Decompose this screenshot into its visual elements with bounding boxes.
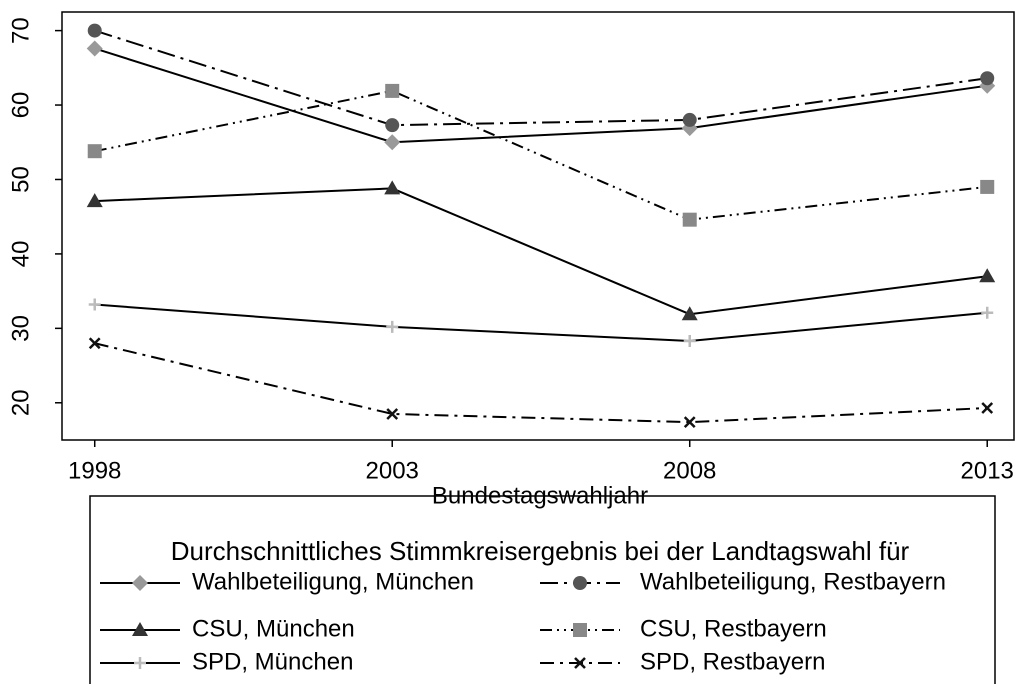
legend-label: Wahlbeteiligung, München bbox=[192, 568, 474, 595]
marker bbox=[384, 180, 401, 195]
marker bbox=[384, 134, 401, 151]
marker bbox=[980, 71, 995, 86]
x-tick-label: 1998 bbox=[68, 457, 121, 484]
legend-title: Durchschnittliches Stimmkreisergebnis be… bbox=[171, 536, 910, 566]
marker bbox=[981, 306, 994, 319]
y-tick-label: 40 bbox=[7, 241, 34, 268]
marker bbox=[385, 118, 400, 133]
series-line bbox=[94, 187, 988, 316]
series-line bbox=[94, 303, 988, 343]
marker bbox=[132, 622, 148, 636]
marker bbox=[574, 657, 586, 669]
marker bbox=[386, 408, 399, 420]
marker bbox=[573, 623, 587, 637]
marker bbox=[979, 268, 996, 283]
marker bbox=[682, 212, 697, 227]
marker bbox=[86, 193, 103, 208]
marker bbox=[88, 298, 101, 311]
legend-label: Wahlbeteiligung, Restbayern bbox=[640, 568, 946, 595]
x-tick-label: 2013 bbox=[961, 457, 1014, 484]
marker bbox=[573, 576, 587, 590]
x-tick-label: 2003 bbox=[366, 457, 419, 484]
series-line bbox=[94, 47, 988, 144]
series-line bbox=[94, 342, 988, 424]
y-tick-label: 30 bbox=[7, 315, 34, 342]
plot-frame bbox=[61, 11, 1015, 441]
y-tick-label: 70 bbox=[7, 17, 34, 44]
y-tick-label: 20 bbox=[7, 389, 34, 416]
series-line bbox=[94, 89, 988, 221]
marker bbox=[86, 40, 103, 57]
marker bbox=[132, 575, 148, 591]
marker bbox=[980, 179, 995, 194]
marker bbox=[87, 144, 102, 159]
marker bbox=[386, 320, 399, 333]
legend-box bbox=[89, 495, 996, 684]
series-line bbox=[94, 29, 988, 127]
marker bbox=[87, 23, 102, 38]
marker bbox=[683, 416, 696, 429]
marker bbox=[681, 306, 698, 321]
marker bbox=[981, 402, 994, 414]
legend-label: SPD, Restbayern bbox=[640, 648, 825, 675]
marker bbox=[682, 112, 697, 127]
legend-label: CSU, München bbox=[192, 615, 355, 642]
marker bbox=[385, 83, 400, 98]
marker bbox=[683, 335, 696, 348]
legend-label: CSU, Restbayern bbox=[640, 615, 827, 642]
x-tick-label: 2008 bbox=[663, 457, 716, 484]
marker bbox=[88, 337, 101, 350]
y-tick-label: 60 bbox=[7, 92, 34, 119]
y-tick-label: 50 bbox=[7, 166, 34, 193]
marker bbox=[134, 657, 146, 669]
legend-label: SPD, München bbox=[192, 648, 353, 675]
